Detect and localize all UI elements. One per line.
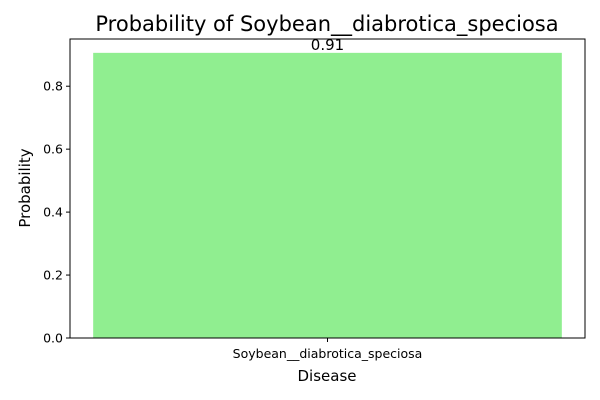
y-tick-label: 0.8 (43, 79, 63, 94)
chart-title: Probability of Soybean__diabrotica_speci… (95, 12, 558, 37)
y-axis-label: Probability (16, 148, 34, 227)
y-tick-label: 0.2 (43, 268, 63, 283)
x-axis-label: Disease (298, 367, 357, 385)
y-tick-label: 0.6 (43, 142, 63, 157)
y-axis-ticks: 0.0 0.2 0.4 0.6 0.8 (43, 79, 70, 346)
data-labels-group: 0.91 (311, 36, 344, 54)
bar-0 (93, 52, 562, 338)
y-tick-label: 0.0 (43, 331, 63, 346)
x-axis-ticks: Soybean__diabrotica_speciosa (233, 338, 423, 361)
bar-value-label: 0.91 (311, 36, 344, 54)
y-tick-label: 0.4 (43, 205, 63, 220)
x-tick-label: Soybean__diabrotica_speciosa (233, 346, 423, 361)
bars-group (93, 52, 562, 338)
